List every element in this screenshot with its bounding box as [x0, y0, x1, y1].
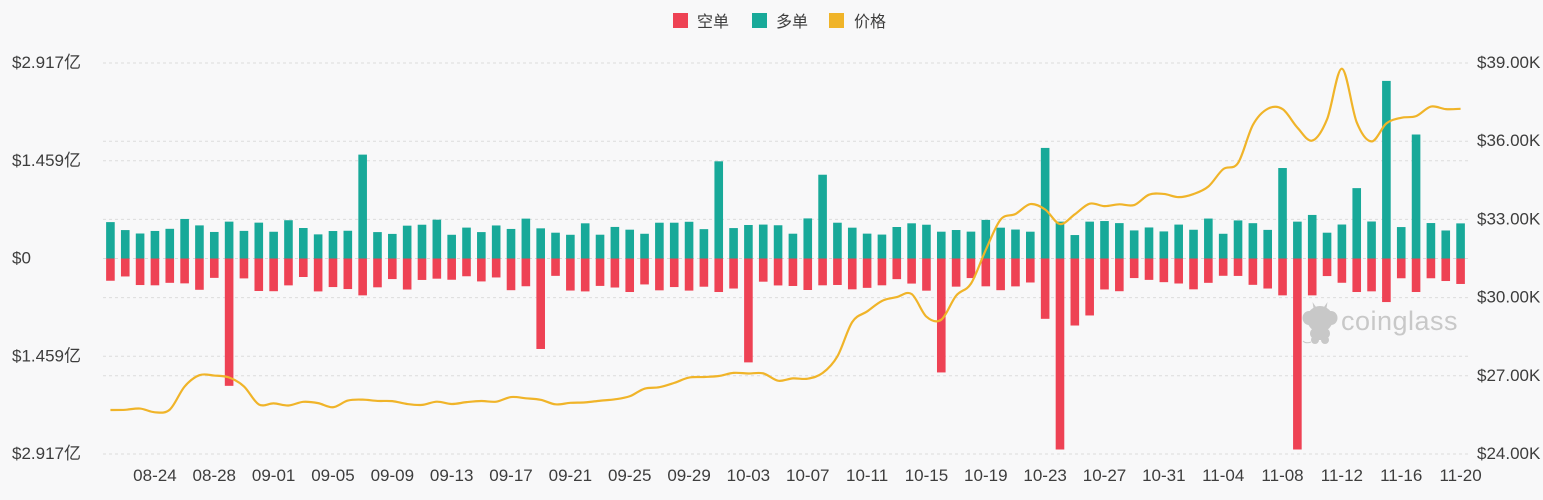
svg-text:08-28: 08-28	[193, 466, 236, 485]
svg-text:10-11: 10-11	[846, 466, 888, 485]
svg-text:11-20: 11-20	[1439, 466, 1481, 485]
svg-text:08-24: 08-24	[133, 466, 176, 485]
svg-text:$30.00K: $30.00K	[1477, 288, 1541, 307]
svg-text:09-17: 09-17	[489, 466, 532, 485]
svg-text:09-05: 09-05	[311, 466, 354, 485]
svg-text:09-09: 09-09	[371, 466, 414, 485]
svg-text:$33.00K: $33.00K	[1477, 209, 1541, 228]
svg-text:11-16: 11-16	[1380, 466, 1422, 485]
svg-text:09-29: 09-29	[667, 466, 710, 485]
svg-text:10-23: 10-23	[1023, 466, 1066, 485]
svg-text:$0: $0	[12, 249, 31, 268]
svg-text:$1.459亿: $1.459亿	[12, 346, 81, 365]
svg-text:11-04: 11-04	[1202, 466, 1244, 485]
svg-text:$1.459亿: $1.459亿	[12, 151, 81, 170]
svg-text:$36.00K: $36.00K	[1477, 131, 1541, 150]
svg-text:$24.00K: $24.00K	[1477, 444, 1541, 463]
svg-text:09-13: 09-13	[430, 466, 473, 485]
svg-text:价格: 价格	[854, 13, 886, 31]
svg-text:$2.917亿: $2.917亿	[12, 444, 81, 463]
svg-text:09-21: 09-21	[549, 466, 592, 485]
svg-text:11-08: 11-08	[1261, 466, 1303, 485]
svg-text:$2.917亿: $2.917亿	[12, 53, 81, 72]
svg-text:10-03: 10-03	[727, 466, 770, 485]
svg-text:10-27: 10-27	[1083, 466, 1126, 485]
svg-text:10-31: 10-31	[1142, 466, 1185, 485]
svg-text:09-01: 09-01	[252, 466, 295, 485]
svg-text:$27.00K: $27.00K	[1477, 366, 1541, 385]
svg-text:空单: 空单	[697, 13, 729, 31]
svg-text:10-15: 10-15	[905, 466, 948, 485]
svg-text:coinglass: coinglass	[1341, 306, 1458, 336]
svg-text:11-12: 11-12	[1321, 466, 1363, 485]
svg-text:$39.00K: $39.00K	[1477, 53, 1541, 72]
svg-text:10-19: 10-19	[964, 466, 1007, 485]
svg-text:09-25: 09-25	[608, 466, 651, 485]
svg-text:10-07: 10-07	[786, 466, 829, 485]
svg-text:多单: 多单	[776, 13, 808, 31]
